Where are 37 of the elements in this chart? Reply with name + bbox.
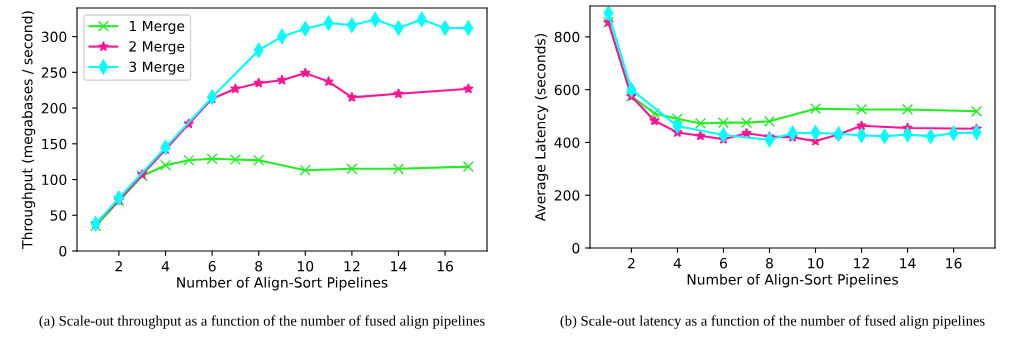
x-tick-label: 4 xyxy=(161,261,170,272)
x-tick-label: 16 xyxy=(946,257,962,269)
legend-label: 2 Merge xyxy=(129,41,185,55)
y-tick-label: 200 xyxy=(554,190,580,201)
x-tick-label: 6 xyxy=(720,257,728,269)
y-tick-label: 0 xyxy=(59,245,67,257)
x-tick-label: 4 xyxy=(673,258,682,269)
y-tick-label: 100 xyxy=(42,174,67,185)
y-tick-label: 250 xyxy=(41,67,67,78)
x-tick-label: 8 xyxy=(255,260,263,272)
y-tick-label: 600 xyxy=(554,84,580,96)
x-tick-label: 12 xyxy=(344,260,360,272)
y-tick-label: 0 xyxy=(572,242,580,254)
x-tick-label: 14 xyxy=(391,261,407,272)
x-tick-label: 10 xyxy=(297,260,314,272)
x-tick-label: 10 xyxy=(808,257,824,269)
legend-label: 3 Merge xyxy=(129,61,185,75)
y-tick-label: 800 xyxy=(554,31,580,43)
x-tick-label: 16 xyxy=(437,260,454,272)
y-tick-label: 400 xyxy=(554,137,580,148)
x-tick-label: 8 xyxy=(766,257,773,269)
x-tick-label: 2 xyxy=(628,257,635,269)
x-tick-label: 6 xyxy=(208,260,216,272)
text: (a) Scale-out throughput as a function of the number of fused align pipelines xyxy=(39,315,485,329)
x-tick-label: 2 xyxy=(115,260,122,272)
x-axis-title: Number of Align-Sort Pipelines xyxy=(687,273,898,288)
y-axis-title: Average Latency (seconds) xyxy=(534,34,549,222)
y-tick-label: 200 xyxy=(41,103,67,114)
legend-label: 1 Merge xyxy=(129,20,185,34)
y-tick-label: 50 xyxy=(50,210,67,221)
x-tick-label: 12 xyxy=(854,257,869,269)
y-tick-label: 300 xyxy=(41,31,67,43)
x-axis-title: Number of Align-Sort Pipelines xyxy=(177,276,388,291)
y-tick-label: 150 xyxy=(42,138,67,150)
text: (b) Scale-out latency as a function of the number of fused align pipelines xyxy=(560,315,985,329)
x-tick-label: 14 xyxy=(900,258,916,269)
y-axis-title: Throughput (megabases / second) xyxy=(21,11,36,249)
